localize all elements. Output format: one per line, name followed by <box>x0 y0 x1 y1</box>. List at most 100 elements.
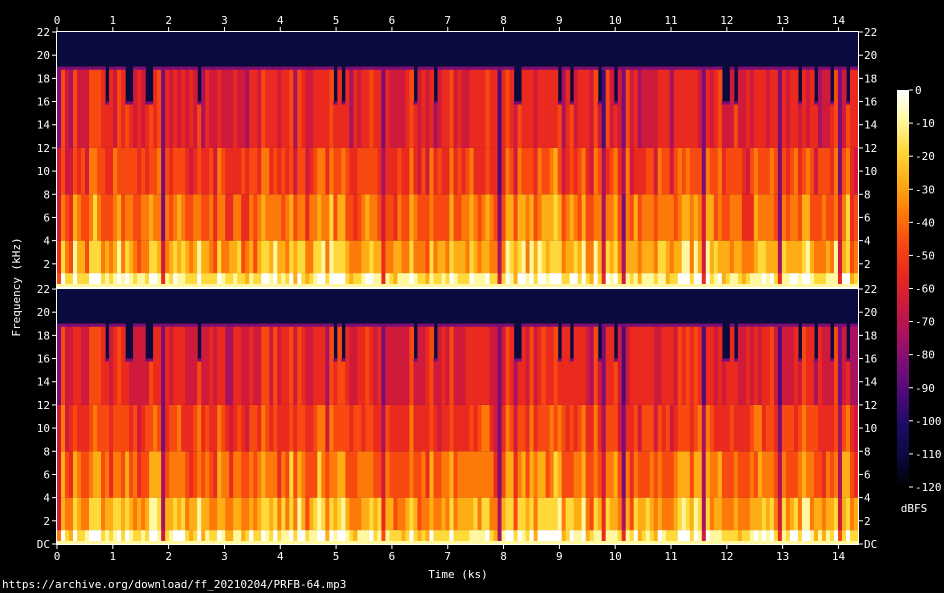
spectrogram-cell <box>833 147 839 195</box>
spectrogram-cell <box>713 194 719 241</box>
y-tick-label-right: 10 <box>864 422 877 435</box>
spectrogram-cell <box>773 240 779 274</box>
spectrogram-cell <box>829 358 835 405</box>
cutoff-fringe <box>549 66 555 70</box>
y-tick-label-left: 6 <box>43 468 50 481</box>
spectrogram-cell <box>273 530 278 544</box>
spectrogram-cell <box>661 194 667 241</box>
spectrogram-cell <box>725 451 731 498</box>
spectrogram-cell <box>653 323 659 405</box>
spectrogram-cell <box>65 497 70 531</box>
cutoff-fringe <box>133 66 138 70</box>
spectrogram-cell <box>349 66 354 148</box>
spectrogram-cell <box>501 66 507 148</box>
spectrogram-cell <box>169 273 174 287</box>
spectrogram-cell <box>733 530 739 544</box>
spectrogram-cell <box>121 147 126 195</box>
spectrogram-cell <box>705 240 711 274</box>
spectrogram-cell <box>769 404 775 452</box>
spectrogram-cell <box>445 66 451 148</box>
spectrogram-cell <box>169 404 174 452</box>
spectrogram-cell <box>145 497 150 531</box>
spectrogram-cell <box>449 497 455 531</box>
spectrogram-cell <box>445 147 451 195</box>
spectrogram-cell <box>597 404 603 452</box>
spectrogram-cell <box>605 273 611 287</box>
spectrogram-cell <box>373 147 378 195</box>
spectrogram-cell <box>797 404 803 452</box>
cutoff-fringe <box>669 66 675 70</box>
spectrogram-cell <box>757 451 763 498</box>
spectrogram-cell <box>225 530 230 544</box>
spectrogram-cell <box>253 404 258 452</box>
spectrogram-cell <box>93 240 98 274</box>
spectrogram-cell <box>417 194 423 241</box>
spectrogram-cell <box>469 194 475 241</box>
spectrogram-cell <box>737 323 743 405</box>
spectrogram-cell <box>245 497 250 531</box>
spectrogram-cell <box>193 530 198 544</box>
cutoff-fringe <box>81 66 86 70</box>
spectrogram-cell <box>425 147 431 195</box>
spectrogram-cell <box>705 66 711 148</box>
spectrogram-cell <box>373 273 378 287</box>
cutoff-fringe <box>737 66 743 70</box>
spectrogram-cell <box>129 240 134 274</box>
spectrogram-cell <box>833 404 839 452</box>
spectrogram-cell <box>805 404 811 452</box>
spectrogram-cell <box>61 404 66 452</box>
cutoff-fringe <box>337 323 342 327</box>
spectrogram-cell <box>533 530 539 544</box>
spectrogram-cell <box>713 240 719 274</box>
spectrogram-cell <box>481 240 487 274</box>
x-tick-label-bottom: 2 <box>165 550 172 563</box>
cutoff-fringe <box>569 358 575 362</box>
spectrogram-cell <box>485 530 491 544</box>
spectrogram-cell <box>289 404 294 452</box>
spectrogram-cell <box>401 147 407 195</box>
spectrogram-cell <box>541 147 547 195</box>
spectrogram-cell <box>673 323 679 405</box>
x-tick-label-top: 10 <box>609 14 622 27</box>
spectrogram-cell <box>253 451 258 498</box>
spectrogram-cell <box>821 323 827 405</box>
cutoff-fringe <box>821 66 827 70</box>
spectrogram-cell <box>485 323 491 405</box>
spectrogram-cell <box>721 240 727 274</box>
spectrogram-cell <box>465 273 471 287</box>
cutoff-fringe <box>197 101 202 105</box>
cutoff-fringe <box>685 66 691 70</box>
cutoff-fringe <box>837 66 843 70</box>
spectrogram-cell <box>677 66 683 148</box>
cutoff-fringe <box>553 323 559 327</box>
cutoff-fringe <box>297 66 302 70</box>
spectrogram-cell <box>197 240 202 274</box>
spectrogram-cell <box>645 194 651 241</box>
cutoff-fringe <box>97 66 102 70</box>
spectrogram-cell <box>477 323 483 405</box>
spectrogram-cell <box>169 240 174 274</box>
spectrogram-cell <box>105 497 110 531</box>
spectrogram-cell <box>289 451 294 498</box>
spectrogram-cell <box>241 497 246 531</box>
cutoff-fringe <box>369 323 374 327</box>
spectrogram-cell <box>593 273 599 287</box>
spectrogram-cell <box>369 323 374 405</box>
spectrogram-cell <box>493 194 499 241</box>
spectrogram-cell <box>749 323 755 405</box>
spectrogram-cell <box>829 240 835 274</box>
y-tick-label-right: 6 <box>864 211 871 224</box>
spectrogram-cell <box>581 497 587 531</box>
spectrogram-cell <box>81 240 86 274</box>
spectrogram-cell <box>189 66 194 148</box>
source-url[interactable]: https://archive.org/download/ff_20210204… <box>2 578 347 591</box>
spectrogram-cell <box>653 451 659 498</box>
spectrogram-cell <box>661 147 667 195</box>
spectrogram-cell <box>657 240 663 274</box>
spectrogram-cell <box>761 530 767 544</box>
spectrogram-cell <box>473 273 479 287</box>
spectrogram-cell <box>105 147 110 195</box>
cutoff-fringe <box>785 66 791 70</box>
spectrogram-cell <box>229 147 234 195</box>
cutoff-fringe <box>509 66 515 70</box>
